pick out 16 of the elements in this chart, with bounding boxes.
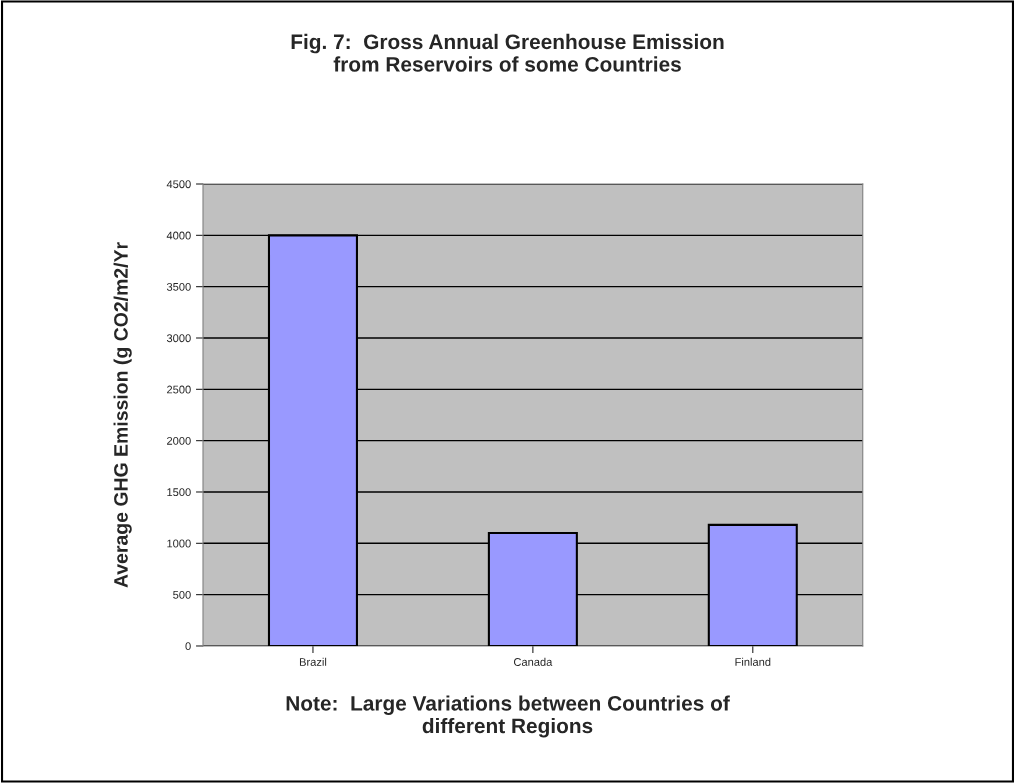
y-tick-label: 4000: [166, 231, 191, 240]
x-tick-label: Brazil: [299, 657, 327, 666]
y-tick-label: 1000: [167, 539, 191, 548]
y-tick-label: 1500: [167, 488, 191, 497]
y-tick-label: 4500: [166, 180, 191, 189]
y-tick-label: 500: [173, 590, 191, 599]
x-tick-label: Finland: [735, 657, 771, 666]
y-tick-label: 2000: [167, 436, 191, 445]
y-tick-label: 3000: [166, 334, 191, 343]
y-tick-label: 3500: [166, 282, 191, 291]
y-tick-label: 2500: [167, 385, 191, 394]
y-tick-label: 0: [185, 642, 191, 651]
x-tick-label: Canada: [513, 657, 553, 666]
text: Note: Large Variations between Countries of different Regions: [286, 695, 730, 738]
chart-title: Fig. 7: Gross Annual Greenhouse Emission from Reservoirs of some Countries: [291, 33, 724, 72]
y-axis-title: Average GHG Emission (g CO2/m2/Yr: [113, 242, 132, 588]
